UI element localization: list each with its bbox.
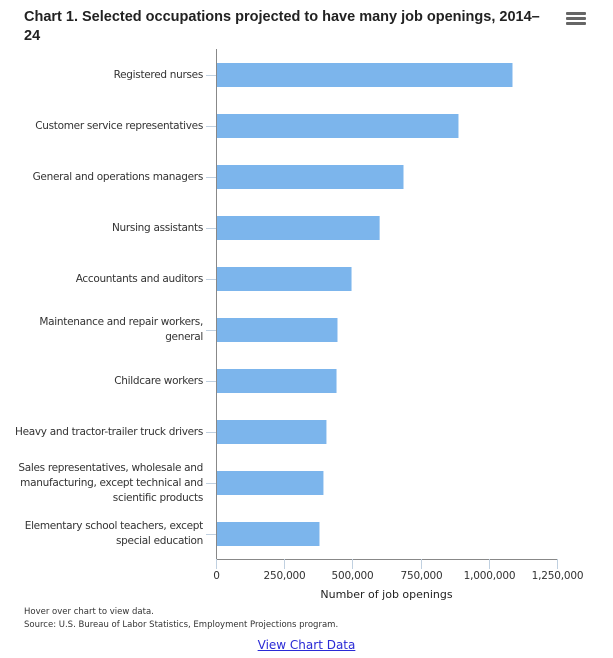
- y-tick-label: Heavy and tractor-trailer truck drivers: [14, 425, 203, 438]
- hamburger-menu-icon-line: [566, 22, 586, 25]
- hamburger-menu-icon-line: [566, 17, 586, 20]
- bar[interactable]: [216, 165, 404, 189]
- bar[interactable]: [216, 522, 320, 546]
- y-tick-label: Sales representatives, wholesale and man…: [18, 461, 203, 504]
- chart-menu-button[interactable]: [566, 12, 586, 28]
- x-tick-label: 1,250,000: [532, 570, 584, 582]
- x-tick-label: 250,000: [263, 570, 305, 582]
- y-tick-label: Childcare workers: [114, 374, 203, 387]
- x-axis-label: Number of job openings: [320, 588, 453, 601]
- source-note: Source: U.S. Bureau of Labor Statistics,…: [24, 620, 339, 630]
- bar[interactable]: [216, 216, 380, 240]
- y-tick-label: General and operations managers: [32, 170, 204, 183]
- x-tick-label: 750,000: [400, 570, 442, 582]
- bar[interactable]: [216, 267, 352, 291]
- bar[interactable]: [216, 63, 513, 87]
- y-tick-label: Customer service representatives: [35, 119, 203, 132]
- bar[interactable]: [216, 369, 337, 393]
- y-tick-label: Nursing assistants: [111, 221, 203, 234]
- bar[interactable]: [216, 318, 338, 342]
- y-tick-label: Maintenance and repair workers, general: [39, 316, 203, 343]
- x-tick-label: 500,000: [331, 570, 373, 582]
- bar[interactable]: [216, 471, 324, 495]
- x-tick-label: 1,000,000: [464, 570, 516, 582]
- chart-title: Chart 1. Selected occupations projected …: [24, 9, 540, 44]
- y-tick-label: Accountants and auditors: [75, 272, 204, 285]
- y-tick-label: Elementary school teachers, except speci…: [24, 520, 204, 547]
- bar[interactable]: [216, 114, 459, 138]
- y-tick-label: Registered nurses: [113, 68, 204, 81]
- hamburger-menu-icon: [566, 12, 586, 15]
- bar[interactable]: [216, 420, 327, 444]
- x-tick-label: 0: [213, 570, 219, 582]
- hover-note: Hover over chart to view data.: [24, 607, 154, 617]
- view-chart-data-link[interactable]: View Chart Data: [257, 638, 356, 652]
- bar-chart[interactable]: 0 250,000 500,000 750,000 1,000,000 1,250,000: [0, 0, 613, 600]
